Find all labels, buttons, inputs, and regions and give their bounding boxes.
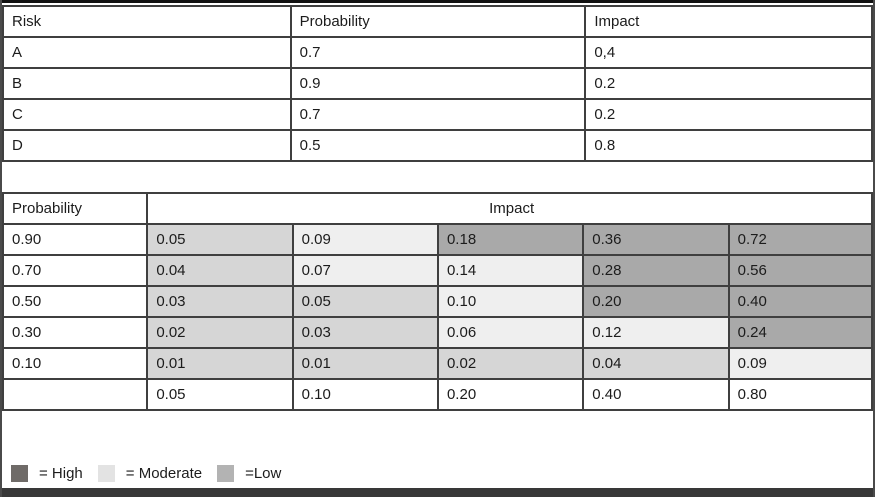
- impact-scale-cell: 0.40: [582, 378, 730, 411]
- risk-name-cell: A: [2, 36, 292, 69]
- matrix-row: 0.90 0.05 0.09 0.18 0.36 0.72: [2, 223, 873, 256]
- matrix-probability-header: Probability: [2, 192, 149, 225]
- bottom-border-bar: [2, 488, 873, 497]
- table-row: A 0.7 0,4: [2, 36, 873, 69]
- legend-item-moderate: = Moderate: [97, 465, 203, 482]
- matrix-score-cell: 0.18: [436, 223, 585, 256]
- risk-list-table: Risk Probability Impact A 0.7 0,4 B 0.9 …: [2, 5, 873, 162]
- matrix-impact-header: Impact: [146, 192, 873, 225]
- matrix-row: 0.30 0.02 0.03 0.06 0.12 0.24: [2, 316, 873, 349]
- probability-cell: 0.5: [289, 129, 587, 162]
- matrix-score-cell: 0.14: [436, 254, 585, 287]
- legend-item-high: = High: [11, 465, 83, 482]
- matrix-score-cell: 0.36: [582, 223, 730, 256]
- legend: = High = Moderate =Low: [11, 465, 281, 482]
- matrix-score-cell: 0.02: [146, 316, 294, 349]
- matrix-score-cell: 0.04: [582, 347, 730, 380]
- matrix-score-cell: 0.12: [582, 316, 730, 349]
- impact-cell: 0,4: [584, 36, 873, 69]
- matrix-score-cell: 0.01: [291, 347, 439, 380]
- probability-impact-matrix: Probability Impact 0.90 0.05 0.09 0.18 0…: [2, 192, 873, 411]
- matrix-score-cell: 0.04: [146, 254, 294, 287]
- table-row: C 0.7 0.2: [2, 98, 873, 131]
- matrix-score-cell: 0.05: [291, 285, 439, 318]
- high-swatch-icon: [11, 465, 28, 482]
- matrix-score-cell: 0.72: [727, 223, 873, 256]
- matrix-score-cell: 0.56: [727, 254, 873, 287]
- impact-cell: 0.2: [584, 98, 873, 131]
- impact-scale-cell: 0.20: [436, 378, 585, 411]
- matrix-score-cell: 0.01: [146, 347, 294, 380]
- table-row: D 0.5 0.8: [2, 129, 873, 162]
- probability-cell: 0.7: [289, 36, 587, 69]
- probability-level-cell: 0.10: [2, 347, 149, 380]
- empty-cell: [2, 378, 149, 411]
- probability-cell: 0.9: [289, 67, 587, 100]
- matrix-score-cell: 0.03: [146, 285, 294, 318]
- matrix-score-cell: 0.03: [291, 316, 439, 349]
- probability-level-cell: 0.70: [2, 254, 149, 287]
- matrix-row: 0.10 0.01 0.01 0.02 0.04 0.09: [2, 347, 873, 380]
- impact-scale-cell: 0.05: [146, 378, 294, 411]
- impact-column-header: Impact: [584, 5, 873, 38]
- matrix-score-cell: 0.06: [436, 316, 585, 349]
- table-row: B 0.9 0.2: [2, 67, 873, 100]
- matrix-row: 0.50 0.03 0.05 0.10 0.20 0.40: [2, 285, 873, 318]
- matrix-row: 0.70 0.04 0.07 0.14 0.28 0.56: [2, 254, 873, 287]
- probability-column-header: Probability: [289, 5, 587, 38]
- risk-name-cell: B: [2, 67, 292, 100]
- matrix-score-cell: 0.09: [727, 347, 873, 380]
- impact-cell: 0.2: [584, 67, 873, 100]
- matrix-score-cell: 0.10: [436, 285, 585, 318]
- matrix-score-cell: 0.28: [582, 254, 730, 287]
- low-swatch-icon: [217, 465, 235, 482]
- impact-scale-cell: 0.80: [727, 378, 873, 411]
- impact-scale-cell: 0.10: [291, 378, 439, 411]
- matrix-score-cell: 0.09: [291, 223, 439, 256]
- probability-level-cell: 0.50: [2, 285, 149, 318]
- matrix-score-cell: 0.24: [727, 316, 873, 349]
- probability-level-cell: 0.90: [2, 223, 149, 256]
- legend-label: = Moderate: [125, 465, 203, 482]
- legend-label: = High: [39, 465, 83, 482]
- matrix-score-cell: 0.02: [436, 347, 585, 380]
- legend-item-low: =Low: [217, 465, 281, 482]
- top-border-bar: [2, 0, 873, 3]
- matrix-score-cell: 0.07: [291, 254, 439, 287]
- risk-column-header: Risk: [2, 5, 292, 38]
- probability-level-cell: 0.30: [2, 316, 149, 349]
- table-header-row: Risk Probability Impact: [2, 5, 873, 38]
- matrix-score-cell: 0.20: [582, 285, 730, 318]
- risk-name-cell: D: [2, 129, 292, 162]
- matrix-impact-scale-row: 0.05 0.10 0.20 0.40 0.80: [2, 378, 873, 411]
- matrix-score-cell: 0.05: [146, 223, 294, 256]
- impact-cell: 0.8: [584, 129, 873, 162]
- legend-label: =Low: [245, 465, 282, 482]
- risk-name-cell: C: [2, 98, 292, 131]
- probability-cell: 0.7: [289, 98, 587, 131]
- matrix-score-cell: 0.40: [727, 285, 873, 318]
- matrix-header-row: Probability Impact: [2, 192, 873, 225]
- moderate-swatch-icon: [97, 465, 115, 482]
